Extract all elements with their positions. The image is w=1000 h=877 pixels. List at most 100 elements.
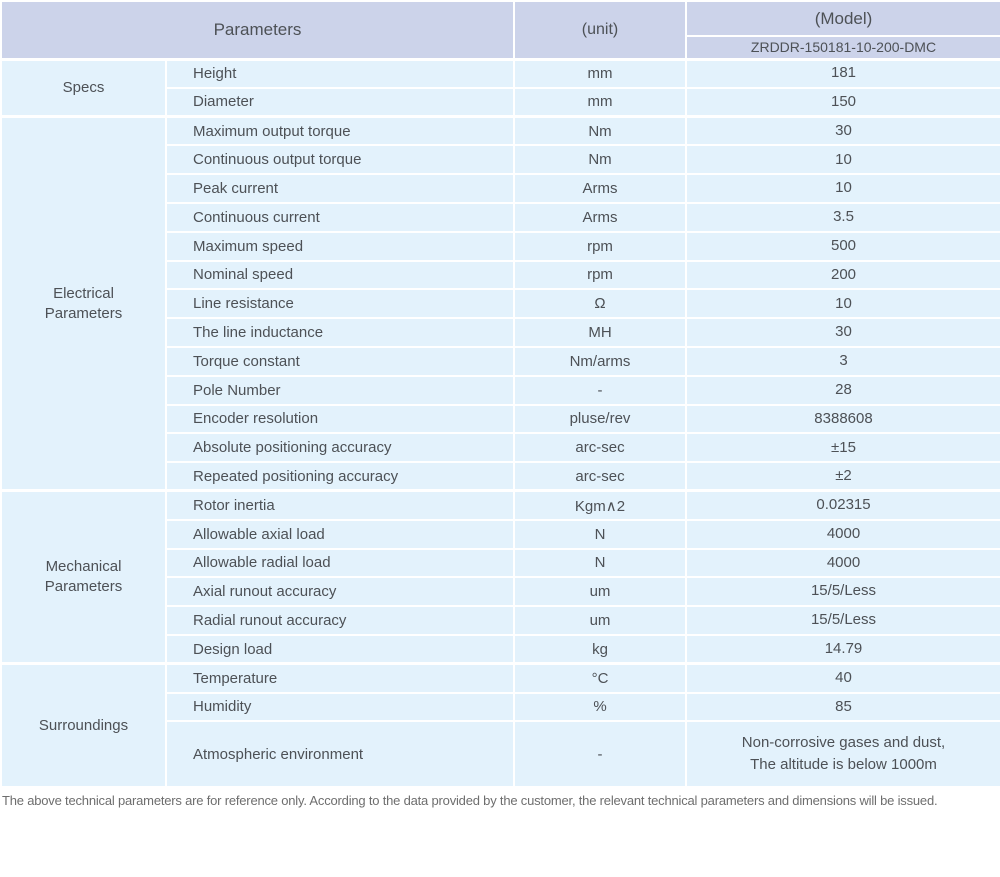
unit-cell: %	[513, 691, 687, 723]
table-row: Continuous current Arms 3.5	[1, 201, 1000, 233]
table-row: Atmospheric environment - Non-corrosive ga…	[1, 720, 1000, 789]
table-row: Pole Number -28	[1, 374, 1000, 406]
parameter-cell: Radial runout accuracy	[165, 605, 515, 636]
table-row: Diameter mm 150	[1, 86, 1000, 118]
value-cell: 15/5/Less	[685, 576, 1000, 608]
footer-note: The above technical parameters are for r…	[2, 793, 938, 809]
model-number: ZRDDR-150181-10-200-DMC	[685, 35, 1000, 60]
value-cell: 4000	[685, 518, 1000, 550]
unit-cell: Arms	[513, 201, 687, 233]
table-row: Encoder resolution pluse/rev 8388608	[1, 403, 1000, 435]
model-header: (Model)	[685, 0, 1000, 37]
table-row: Allowable radial load N 4000	[1, 547, 1000, 579]
parameter-cell: Rotor inertia	[165, 489, 515, 521]
section-label-electrical-parameters: Electrical Parameters	[0, 115, 167, 492]
unit-cell: arc-sec	[513, 432, 687, 464]
value-cell: 10	[685, 144, 1000, 176]
table-row: Maximum speed rpm 500	[1, 230, 1000, 262]
value-cell: 14.79	[685, 633, 1000, 665]
unit-cell: mm	[513, 57, 687, 89]
table-row: Humidity% 85	[1, 691, 1000, 723]
parameter-cell: Height	[165, 57, 515, 89]
value-cell: ±15	[685, 432, 1000, 464]
unit-cell: Nm	[513, 144, 687, 176]
table-row: Absolute positioning accuracy arc-sec ±15	[1, 432, 1000, 464]
parameter-cell: Continuous current	[165, 201, 515, 233]
unit-cell: MH	[513, 317, 687, 348]
table-row: Nominal speed rpm 200	[1, 259, 1000, 291]
value-cell: 150	[685, 86, 1000, 118]
table-row: Design load kg 14.79	[1, 633, 1000, 665]
value-cell: ±2	[685, 461, 1000, 492]
section-label-surroundings: Surroundings	[0, 662, 167, 789]
section-label-specs: Specs	[0, 57, 167, 118]
value-cell: 30	[685, 115, 1000, 147]
unit-cell: Arms	[513, 173, 687, 204]
spec-table-body: Specs Height mm 181 Diameter mm 150 Electrical …	[0, 57, 1000, 789]
parameter-cell: Allowable axial load	[165, 518, 515, 550]
parameter-cell: Encoder resolution	[165, 403, 515, 435]
parameter-cell: Pole Number	[165, 374, 515, 406]
value-cell: 85	[685, 691, 1000, 723]
value-cell: 40	[685, 662, 1000, 694]
parameter-cell: Diameter	[165, 86, 515, 118]
unit-cell: -	[513, 720, 687, 789]
parameter-cell: The line inductance	[165, 317, 515, 348]
value-cell: 15/5/Less	[685, 605, 1000, 636]
unit-cell: N	[513, 547, 687, 579]
value-cell: 30	[685, 317, 1000, 348]
table-row: Repeated positioning accuracy arc-sec ±2	[1, 461, 1000, 492]
unit-cell: N	[513, 518, 687, 550]
parameter-cell: Absolute positioning accuracy	[165, 432, 515, 464]
header-row-2: ZRDDR-150181-10-200-DMC	[1, 35, 1000, 60]
unit-cell: arc-sec	[513, 461, 687, 492]
parameter-cell: Axial runout accuracy	[165, 576, 515, 608]
unit-cell: um	[513, 605, 687, 636]
unit-cell: Nm	[513, 115, 687, 147]
value-cell: 500	[685, 230, 1000, 262]
parameter-cell: Peak current	[165, 173, 515, 204]
value-cell: 3	[685, 345, 1000, 377]
spec-table: Parameters (unit) (Model) ZRDDR-150181-1…	[0, 0, 1000, 789]
table-row: The line inductance MH 30	[1, 317, 1000, 348]
value-cell: 10	[685, 288, 1000, 320]
table-row: Axial runout accuracy um 15/5/Less	[1, 576, 1000, 608]
unit-header: (unit)	[513, 0, 687, 60]
unit-cell: Ω	[513, 288, 687, 320]
value-cell: Non-corrosive gases and dust, The altitu…	[685, 720, 1000, 789]
parameter-cell: Continuous output torque	[165, 144, 515, 176]
value-cell: 181	[685, 57, 1000, 89]
parameter-cell: Torque constant	[165, 345, 515, 377]
value-cell: 3.5	[685, 201, 1000, 233]
value-cell: 28	[685, 374, 1000, 406]
section-label-mechanical-parameters: Mechanical Parameters	[0, 489, 167, 665]
parameter-cell: Maximum output torque	[165, 115, 515, 147]
parameter-cell: Allowable radial load	[165, 547, 515, 579]
parameter-cell: Design load	[165, 633, 515, 665]
parameter-cell: Atmospheric environment	[165, 720, 515, 789]
unit-cell: -	[513, 374, 687, 406]
parameter-cell: Repeated positioning accuracy	[165, 461, 515, 492]
table-row: Line resistance Ω 10	[1, 288, 1000, 320]
value-cell: 0.02315	[685, 489, 1000, 521]
parameter-cell: Maximum speed	[165, 230, 515, 262]
unit-cell: kg	[513, 633, 687, 665]
unit-cell: rpm	[513, 259, 687, 291]
unit-cell: °C	[513, 662, 687, 694]
table-row: Peak current Arms 10	[1, 173, 1000, 204]
unit-cell: Kgm∧2	[513, 489, 687, 521]
spec-table-header: Parameters (unit) (Model) ZRDDR-150181-1…	[0, 0, 1000, 60]
value-cell: 10	[685, 173, 1000, 204]
parameter-cell: Temperature	[165, 662, 515, 694]
unit-cell: pluse/rev	[513, 403, 687, 435]
table-row: Allowable axial load N 4000	[1, 518, 1000, 550]
table-row: Specs Height mm 181	[0, 57, 1000, 118]
table-row: Mechanical Parameters Rotor inertia Kgm∧2 0…	[0, 489, 1000, 665]
unit-cell: um	[513, 576, 687, 608]
unit-cell: Nm/arms	[513, 345, 687, 377]
parameters-header: Parameters	[0, 0, 515, 60]
table-row: Surroundings Temperature °C 40	[0, 662, 1000, 789]
table-row: Radial runout accuracy um 15/5/Less	[1, 605, 1000, 636]
parameter-cell: Line resistance	[165, 288, 515, 320]
